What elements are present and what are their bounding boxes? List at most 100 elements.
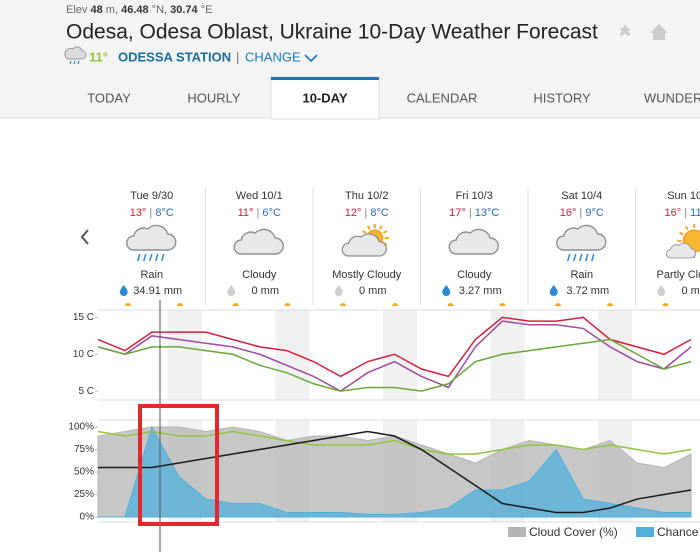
home-icon[interactable] xyxy=(650,24,668,40)
rain-drop xyxy=(149,253,153,262)
tab[interactable]: 10-DAY xyxy=(302,90,347,105)
temp-separator: | xyxy=(257,207,260,219)
chart: 15 C 10 C 5 C xyxy=(73,309,700,401)
rain-drop xyxy=(155,253,159,262)
rain-drop xyxy=(579,253,583,262)
day-temps: 16° | 11°C xyxy=(665,207,700,219)
weather-icon xyxy=(556,224,607,262)
y-tick-label: 50% xyxy=(74,467,94,478)
day-temps: 17° | 13°C xyxy=(449,207,499,219)
line-series xyxy=(97,338,692,392)
highlight-box xyxy=(138,404,219,526)
low-temp: 9°C xyxy=(585,207,604,219)
precip-drop xyxy=(442,285,451,296)
cloud xyxy=(233,228,284,255)
tab[interactable]: TODAY xyxy=(87,90,131,105)
y-tick-label: 0% xyxy=(80,512,95,523)
tab[interactable]: HOURLY xyxy=(187,90,241,105)
condition: Cloudy xyxy=(242,269,277,281)
sun-marker xyxy=(392,303,398,306)
weather-icon xyxy=(233,228,284,255)
rain-drop xyxy=(143,253,147,262)
day-temps: 16° | 9°C xyxy=(560,207,604,219)
day-column: Fri 10/3 17° | 13°C Cloudy 3.27 mm xyxy=(442,188,529,306)
high-temp: 16° xyxy=(560,207,577,219)
low-temp: 8°C xyxy=(370,207,389,219)
sun-ray xyxy=(378,225,383,230)
high-temp: 12° xyxy=(345,207,362,219)
sun-marker xyxy=(284,303,291,306)
sun-marker xyxy=(232,303,239,306)
day-column: Tue 9/30 13° | 8°C Rain 34.91 mm xyxy=(119,188,206,306)
rain-drop xyxy=(161,253,165,262)
high-temp: 16° xyxy=(665,207,682,219)
favorite-star[interactable] xyxy=(620,25,630,36)
y-tick-label: 5 C xyxy=(78,386,94,397)
sun-marker xyxy=(499,303,506,306)
tab[interactable]: HISTORY xyxy=(533,90,591,105)
day-temps: 12° | 8°C xyxy=(345,207,389,219)
weather-icon xyxy=(126,224,177,262)
change-link[interactable]: CHANGE xyxy=(245,49,301,64)
sun-marker xyxy=(125,303,131,306)
current-temp: 11° xyxy=(89,49,108,64)
line-series xyxy=(98,430,692,514)
cloud xyxy=(556,224,607,251)
temp-separator: | xyxy=(579,207,582,219)
line-series xyxy=(97,430,692,455)
rain-drop xyxy=(573,253,577,262)
cloud xyxy=(448,228,499,255)
change-chevron[interactable] xyxy=(304,54,318,63)
precip-drop xyxy=(657,285,666,296)
precip-amount: 0 mm xyxy=(252,285,280,297)
sun-marker xyxy=(607,303,613,306)
cloud xyxy=(341,233,387,257)
prev-arrow[interactable] xyxy=(80,229,89,245)
precip-amount: 0 mm xyxy=(359,285,387,297)
legend-swatch xyxy=(508,527,526,537)
rain-drop xyxy=(585,253,589,262)
tab[interactable]: WUNDERGROUND xyxy=(644,90,700,105)
line-series xyxy=(97,320,692,393)
y-tick-label: 100% xyxy=(68,422,94,433)
day-date: Wed 10/1 xyxy=(236,190,283,202)
sun-ray xyxy=(366,225,371,230)
day-column: Sat 10/4 16° | 9°C Rain 3.72 mm xyxy=(549,188,636,306)
low-temp: 8°C xyxy=(155,207,174,219)
y-tick-label: 75% xyxy=(74,444,94,455)
condition: Rain xyxy=(570,269,593,281)
night-band xyxy=(383,310,417,400)
rain-drop xyxy=(137,253,141,262)
cloud xyxy=(126,224,177,251)
precip-amount: 0 mm xyxy=(682,285,700,297)
rain-drop xyxy=(591,253,595,262)
day-date: Thu 10/2 xyxy=(345,190,388,202)
day-date: Sat 10/4 xyxy=(561,190,602,202)
station-name[interactable]: ODESSA STATION xyxy=(118,49,231,64)
y-tick-label: 25% xyxy=(74,489,94,500)
high-temp: 13° xyxy=(130,207,147,219)
legend-swatch xyxy=(636,527,654,537)
weather-icon xyxy=(341,224,389,257)
temp-separator: | xyxy=(364,207,367,219)
high-temp: 11° xyxy=(238,207,254,219)
weather-icon xyxy=(665,224,700,259)
night-band xyxy=(598,310,632,400)
condition: Partly Cloudy xyxy=(657,269,700,281)
sun-ray xyxy=(362,230,367,234)
rain-drop xyxy=(567,253,571,262)
legend-label: Cloud Cover (%) xyxy=(529,525,618,539)
chart: 100% 75% 50% 25% 0% Cloud Cover (%) Chance of … xyxy=(68,419,700,539)
weather-icon xyxy=(448,228,499,255)
night-band xyxy=(275,310,310,400)
temp-separator: | xyxy=(684,207,687,219)
legend-label: Chance of Precip. (%) xyxy=(657,525,700,539)
precip-amount: 34.91 mm xyxy=(133,285,182,297)
tab[interactable]: CALENDAR xyxy=(407,90,478,105)
sun-marker xyxy=(340,303,346,306)
precip-drop xyxy=(227,285,236,296)
day-date: Tue 9/30 xyxy=(130,190,173,202)
y-tick-label: 10 C xyxy=(73,349,94,360)
temp-separator: | xyxy=(149,207,152,219)
precip-drop xyxy=(119,285,128,296)
